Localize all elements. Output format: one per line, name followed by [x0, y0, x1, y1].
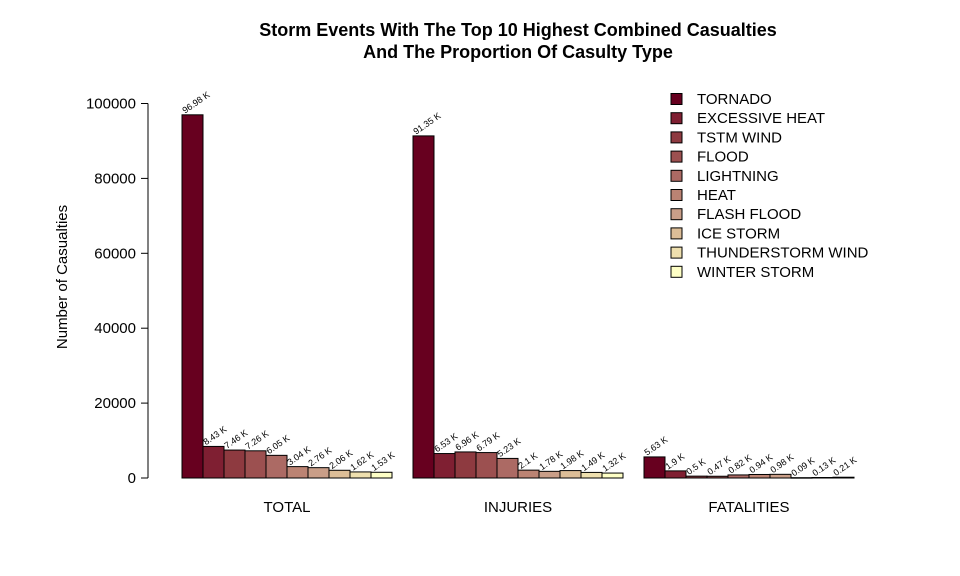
data-label: 0.5 K: [684, 457, 707, 477]
legend-swatch: [670, 93, 683, 105]
y-tick-label: 40000: [94, 320, 136, 337]
bar: [328, 469, 351, 479]
legend-swatch: [670, 246, 683, 259]
data-label: 0.94 K: [747, 452, 774, 475]
legend-swatch: [670, 150, 683, 163]
data-label: 1.53 K: [369, 450, 396, 473]
y-tick-label: 100000: [86, 96, 136, 113]
bar: [538, 470, 561, 479]
legend-label: FLOOD: [697, 149, 749, 166]
bar: [454, 451, 477, 479]
legend-swatch: [670, 189, 683, 201]
bar: [559, 470, 582, 479]
data-label: 5.63 K: [642, 434, 669, 457]
data-label: 0.13 K: [810, 455, 837, 478]
legend-label: WINTER STORM: [697, 264, 814, 281]
bar: [832, 476, 855, 479]
data-label: 0.21 K: [831, 455, 858, 478]
chart-title-line-2: And The Proportion Of Casulty Type: [363, 42, 673, 62]
bar: [307, 467, 330, 479]
bar: [769, 473, 792, 479]
legend-swatch: [670, 112, 683, 125]
bar: [643, 456, 666, 479]
bar: [181, 114, 204, 479]
bar: [244, 450, 267, 479]
bar: [202, 445, 225, 479]
y-tick-label: 60000: [94, 245, 136, 262]
legend: TORNADO EXCESSIVE HEAT TSTM WIND FLOOD LIGHT…: [670, 91, 869, 281]
y-axis: 0 20000 40000 60000 80000 100000: [86, 96, 149, 487]
bar: [601, 472, 624, 479]
bars-group: 96.98 K8.43 K7.46 K7.26 K6.05 K3.04 K2.7…: [180, 89, 858, 479]
bar: [370, 471, 393, 479]
category-label: INJURIES: [484, 499, 552, 516]
bar: [433, 453, 456, 479]
category-labels: TOTAL INJURIES FATALITIES: [264, 499, 790, 516]
y-tick-label: 20000: [94, 395, 136, 412]
legend-swatch: [670, 169, 683, 182]
data-label: 1.32 K: [600, 451, 627, 474]
legend-swatch: [670, 131, 683, 144]
category-label: TOTAL: [264, 499, 311, 516]
bar: [664, 470, 687, 479]
data-label: 1.78 K: [537, 449, 564, 472]
legend-swatch: [670, 227, 683, 240]
y-tick-label: 80000: [94, 170, 136, 187]
legend-label: HEAT: [697, 187, 736, 204]
bar: [475, 452, 498, 479]
legend-label: ICE STORM: [697, 225, 780, 242]
data-label: 0.82 K: [726, 452, 753, 475]
category-label: FATALITIES: [708, 499, 789, 516]
data-label: 1.9 K: [663, 451, 686, 471]
y-tick-label: 0: [128, 470, 136, 487]
chart-title-line-1: Storm Events With The Top 10 Highest Com…: [259, 20, 777, 40]
bar: [286, 466, 309, 479]
data-label: 2.1 K: [516, 451, 539, 471]
bar: [223, 449, 246, 479]
data-label: 91.35 K: [411, 111, 442, 137]
legend-swatch: [670, 265, 683, 278]
legend-label: TORNADO: [697, 91, 772, 108]
data-label: 96.98 K: [180, 89, 211, 115]
legend-label: THUNDERSTORM WIND: [697, 245, 869, 262]
legend-label: LIGHTNING: [697, 168, 779, 185]
bar: [517, 469, 540, 479]
legend-label: FLASH FLOOD: [697, 206, 801, 223]
bar: [265, 454, 288, 479]
legend-swatch: [670, 208, 683, 221]
y-axis-label: Number of Casualties: [54, 205, 71, 349]
legend-label: TSTM WIND: [697, 129, 782, 146]
legend-label: EXCESSIVE HEAT: [697, 110, 825, 127]
bar: [412, 135, 435, 479]
bar: [496, 457, 519, 479]
